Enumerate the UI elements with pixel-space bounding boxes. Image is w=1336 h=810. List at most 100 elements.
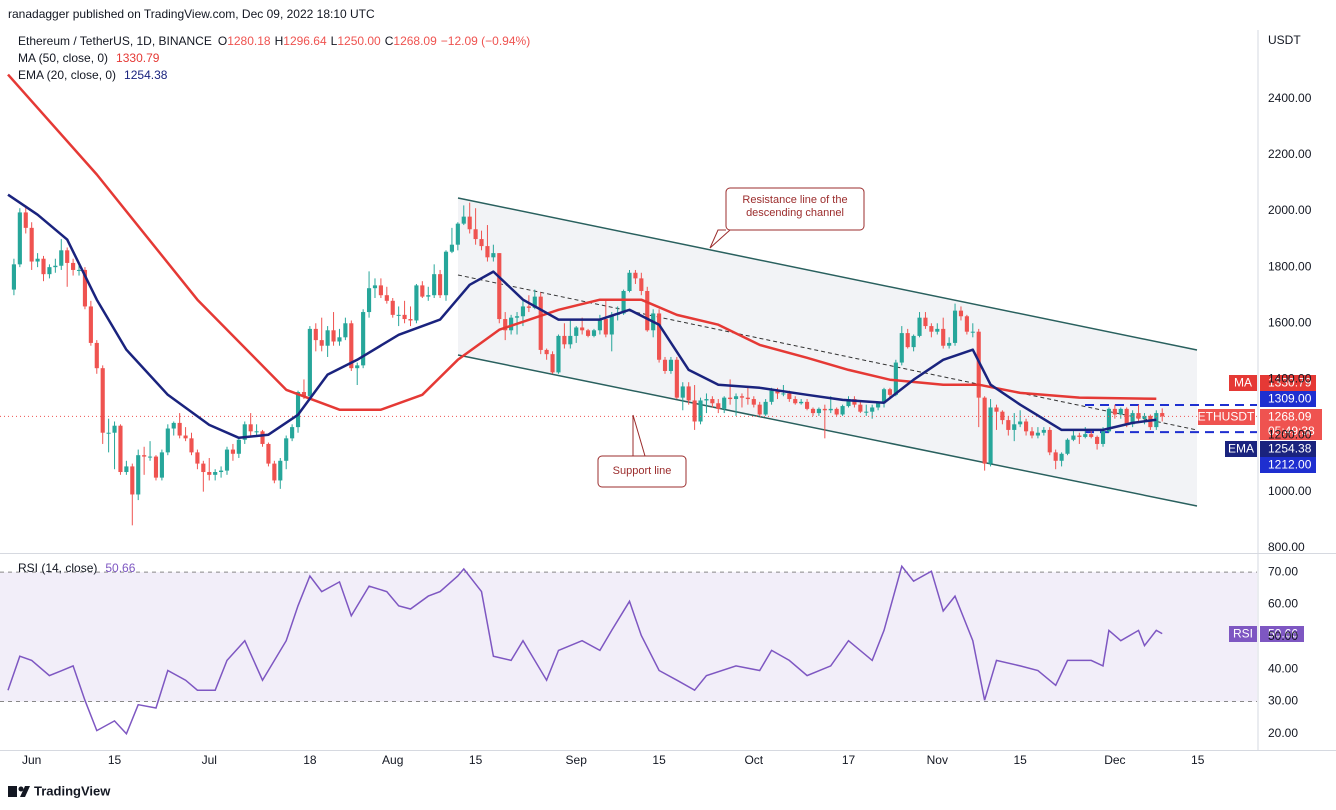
y-tick-label: 1200.00 <box>1268 428 1312 442</box>
legend-name: MA (50, close, 0) <box>18 51 108 65</box>
candle-body <box>958 310 964 317</box>
candle-body <box>189 438 194 453</box>
candle-body <box>585 330 591 336</box>
candle-body <box>71 262 76 270</box>
candle-body <box>76 269 82 271</box>
candle-body <box>124 466 129 473</box>
candle-body <box>224 449 230 471</box>
candle-body <box>1000 411 1005 421</box>
ohlc-value: 1268.09 <box>393 34 437 48</box>
candle-body <box>230 449 235 454</box>
candle-body <box>662 359 668 371</box>
candle-body <box>41 258 46 275</box>
candle-body <box>325 330 330 346</box>
candle-body <box>692 400 697 422</box>
footer-brand: TradingView <box>34 783 111 798</box>
channel-fill <box>458 198 1197 506</box>
candle-body <box>467 216 472 230</box>
legend-title: Ethereum / TetherUS, 1D, BINANCE O1280.18… <box>18 34 530 48</box>
candle-body <box>905 333 910 348</box>
candle-body <box>633 272 638 279</box>
price-label: 1330.79 <box>1268 376 1312 390</box>
candle-body <box>1077 435 1082 437</box>
candle-body <box>65 250 70 263</box>
candle-body <box>1112 408 1117 415</box>
rsi-tick-label: 70.00 <box>1268 564 1298 578</box>
candle-body <box>787 393 792 400</box>
price-label: 1268.09 <box>1268 410 1312 424</box>
candle-body <box>1136 413 1141 419</box>
x-tick-label: Nov <box>927 753 948 767</box>
y-tick-label: 2400.00 <box>1268 91 1312 105</box>
candle-body <box>278 460 283 481</box>
candle-body <box>438 274 443 296</box>
candle-body <box>840 406 845 415</box>
candle-body <box>810 408 816 414</box>
candle-body <box>574 327 579 336</box>
candle-body <box>982 397 987 464</box>
candle-body <box>597 319 602 331</box>
candle-body <box>775 390 780 394</box>
legend-ema: EMA (20, close, 0) 1254.38 <box>18 68 168 82</box>
price-box <box>1260 457 1316 473</box>
marks <box>0 73 1257 526</box>
candle-body <box>828 408 833 411</box>
x-tick-label: 17 <box>842 753 856 767</box>
candle-body <box>53 265 58 268</box>
candle-body <box>674 359 679 398</box>
tag: RSI <box>1233 627 1253 641</box>
ohlc-name: L <box>331 34 338 48</box>
candle-body <box>248 424 253 432</box>
candle-body <box>994 407 999 412</box>
candle-body <box>29 227 34 262</box>
candle-body <box>384 295 389 301</box>
candle-body <box>497 253 502 320</box>
candle-body <box>609 314 614 335</box>
candle-body <box>538 296 543 350</box>
candle-body <box>988 407 993 464</box>
candle-body <box>816 408 821 414</box>
candle-body <box>1071 435 1076 440</box>
candle-body <box>544 349 549 355</box>
published-line: ranadagger published on TradingView.com,… <box>8 7 375 21</box>
candle-body <box>1018 421 1023 425</box>
candle-body <box>698 400 703 422</box>
candle-body <box>1053 452 1058 461</box>
candle-body <box>645 291 650 331</box>
candle-body <box>935 328 940 332</box>
y-tick-label: 1600.00 <box>1268 315 1312 329</box>
price-box <box>1260 391 1316 407</box>
candle-body <box>171 422 176 429</box>
candle-body <box>520 306 526 317</box>
candle-body <box>899 333 904 363</box>
candle-body <box>1118 408 1123 415</box>
candle-body <box>757 404 762 415</box>
candle-body <box>266 443 271 464</box>
candle-body <box>59 250 64 266</box>
legend-value: 1254.38 <box>124 68 168 82</box>
candle-body <box>284 438 289 461</box>
candle-body <box>479 239 484 247</box>
tag-box <box>1198 409 1255 425</box>
candle-body <box>562 335 567 345</box>
candle-body <box>1124 408 1129 425</box>
candle-body <box>1029 431 1035 436</box>
candle-body <box>514 316 520 318</box>
candle-body <box>929 326 934 332</box>
price-box <box>1260 441 1316 457</box>
candle-body <box>260 431 265 444</box>
channel-support <box>457 354 1198 507</box>
candle-body <box>349 323 354 369</box>
candle-body <box>751 399 756 405</box>
candle-body <box>1047 429 1052 453</box>
x-tick-label: Sep <box>566 753 588 767</box>
candle-body <box>372 285 378 289</box>
candle-body <box>272 463 277 481</box>
candle-body <box>799 401 804 404</box>
candle-body <box>739 396 745 398</box>
indicator-line <box>7 73 1157 411</box>
candle-body <box>1012 424 1017 430</box>
candle-body <box>449 244 455 252</box>
candle-body <box>822 408 827 411</box>
